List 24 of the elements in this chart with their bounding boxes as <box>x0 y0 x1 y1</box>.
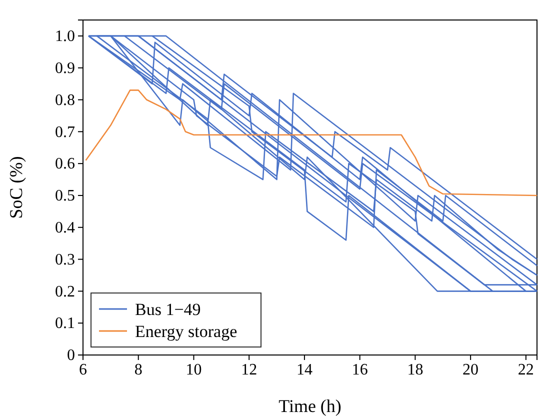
x-tick-label: 6 <box>79 361 87 378</box>
y-tick-label: 0.6 <box>55 156 75 173</box>
y-tick-label: 0.7 <box>55 124 75 141</box>
y-tick-label: 0.9 <box>55 60 75 77</box>
y-axis-title: SoC (%) <box>6 156 26 219</box>
legend-label: Energy storage <box>135 322 238 341</box>
x-tick-label: 8 <box>134 361 142 378</box>
y-tick-label: 0.1 <box>55 315 75 332</box>
y-tick-label: 0.3 <box>55 251 75 268</box>
legend-label: Bus 1−49 <box>135 300 201 319</box>
x-tick-label: 20 <box>462 361 479 378</box>
x-tick-label: 14 <box>296 361 312 378</box>
y-tick-label: 0.2 <box>55 283 75 300</box>
y-tick-label: 0 <box>67 347 75 364</box>
y-tick-label: 0.4 <box>55 220 75 236</box>
y-tick-label: 0.8 <box>55 92 75 109</box>
x-tick-label: 16 <box>352 361 368 378</box>
x-axis-title: Time (h) <box>278 396 342 416</box>
x-tick-label: 10 <box>186 361 202 378</box>
x-tick-label: 22 <box>518 361 534 378</box>
x-tick-label: 18 <box>407 361 424 378</box>
y-tick-label: 0.5 <box>55 188 75 205</box>
x-tick-label: 12 <box>241 361 258 378</box>
y-tick-label: 1.0 <box>55 28 75 46</box>
